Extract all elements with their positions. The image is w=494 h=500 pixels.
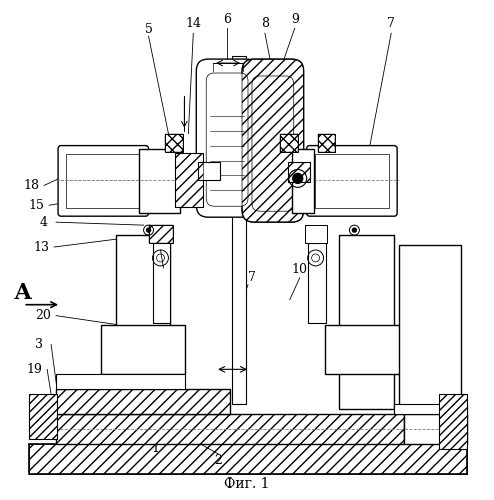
FancyBboxPatch shape: [252, 76, 294, 211]
Bar: [198, 162, 220, 180]
Text: 1: 1: [152, 442, 160, 456]
Bar: [308, 243, 326, 322]
Text: 15: 15: [28, 199, 44, 212]
Bar: [439, 394, 467, 449]
FancyBboxPatch shape: [242, 59, 304, 222]
Bar: [29, 394, 57, 439]
Text: Фиг. 1: Фиг. 1: [224, 476, 270, 490]
Text: 5: 5: [145, 22, 153, 36]
Bar: [165, 134, 183, 152]
Bar: [56, 374, 185, 389]
Bar: [288, 162, 310, 182]
Text: 20: 20: [35, 309, 51, 322]
Circle shape: [293, 174, 303, 184]
Bar: [318, 134, 335, 152]
Bar: [339, 235, 394, 409]
Text: 3: 3: [35, 338, 43, 351]
Bar: [56, 414, 404, 444]
Bar: [139, 148, 180, 213]
Bar: [149, 225, 173, 243]
Text: 9: 9: [291, 13, 299, 26]
Bar: [305, 225, 327, 243]
Bar: [153, 243, 170, 322]
Bar: [175, 152, 203, 207]
Bar: [149, 225, 173, 243]
Bar: [399, 245, 461, 409]
Bar: [116, 235, 170, 409]
Bar: [318, 134, 335, 152]
Bar: [66, 154, 141, 208]
Text: 18: 18: [23, 179, 39, 192]
Bar: [394, 404, 467, 414]
Bar: [56, 389, 230, 414]
Text: 10: 10: [291, 264, 308, 276]
Bar: [101, 324, 185, 374]
FancyBboxPatch shape: [196, 59, 258, 217]
Bar: [288, 162, 310, 182]
Circle shape: [352, 228, 356, 232]
Bar: [165, 134, 183, 152]
Bar: [439, 394, 467, 449]
Bar: [310, 148, 394, 213]
Circle shape: [147, 228, 151, 232]
Text: 14: 14: [185, 17, 201, 30]
Bar: [280, 134, 298, 152]
Bar: [280, 134, 298, 152]
Text: 7: 7: [387, 17, 395, 30]
Bar: [292, 148, 314, 213]
Bar: [56, 414, 404, 444]
Bar: [61, 148, 146, 213]
Text: 6: 6: [223, 13, 231, 26]
Text: 2: 2: [214, 454, 222, 468]
Bar: [29, 394, 57, 439]
FancyBboxPatch shape: [58, 146, 149, 216]
Bar: [315, 154, 389, 208]
Text: 19: 19: [26, 363, 42, 376]
Bar: [325, 324, 409, 374]
Bar: [175, 152, 203, 207]
Bar: [29, 444, 467, 474]
Text: 13: 13: [33, 240, 49, 254]
Text: А: А: [14, 282, 33, 304]
Bar: [404, 414, 467, 444]
Bar: [29, 444, 467, 474]
Text: 4: 4: [39, 216, 47, 228]
Bar: [56, 389, 230, 414]
FancyBboxPatch shape: [206, 73, 248, 206]
Text: 17: 17: [240, 272, 256, 284]
FancyBboxPatch shape: [307, 146, 397, 216]
Bar: [232, 56, 246, 404]
Text: 8: 8: [261, 17, 269, 30]
